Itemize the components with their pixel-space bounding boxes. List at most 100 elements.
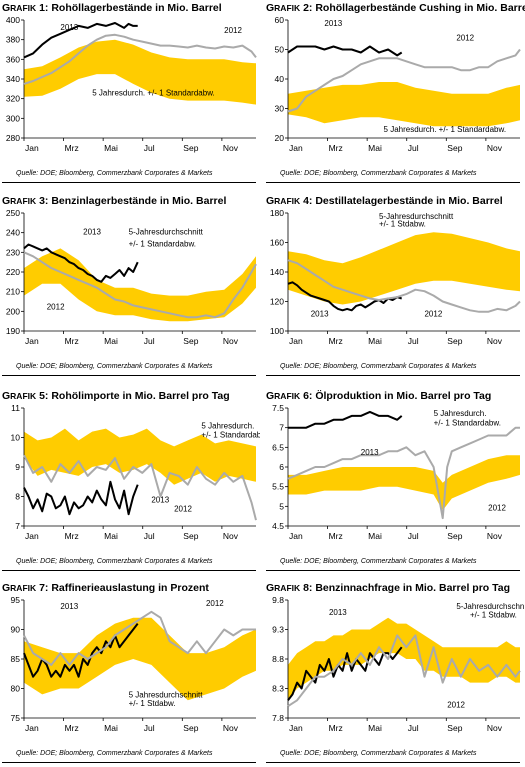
annotation-label: 2013 [151, 495, 169, 504]
x-tick-label: Sep [447, 336, 462, 346]
x-tick-label: Jan [25, 143, 39, 153]
y-tick-label: 9.3 [272, 625, 284, 635]
y-tick-label: 6.5 [272, 442, 284, 452]
chart-number: 7: [36, 582, 52, 594]
x-tick-label: Jan [289, 336, 303, 346]
annotation-label: +/- 1 Stdabw. [129, 699, 176, 708]
chart-panel-3: GRAFIK 3: Benzinlagerbestände in Mio. Ba… [2, 195, 260, 380]
y-tick-label: 40 [275, 74, 285, 84]
chart-title: GRAFIK 8: Benzinnachfrage in Mio. Barrel… [266, 582, 510, 594]
y-tick-label: 8.8 [272, 654, 284, 664]
chart-panel-5: GRAFIK 5: Rohölimporte in Mio. Barrel pr… [2, 390, 260, 575]
y-tick-label: 20 [275, 133, 285, 143]
series-line-2012 [287, 259, 521, 313]
x-tick-label: Jul [144, 723, 155, 733]
x-tick-label: Jul [144, 143, 155, 153]
chart-svg: 4.5 5 5.5 6 6.5 7 7.5 Jan Mrz Mai Jul Sep Nov 2013 201… [272, 403, 520, 541]
series-line-2013 [23, 243, 139, 283]
x-tick-label: Nov [223, 143, 239, 153]
series-line-2013 [288, 410, 403, 429]
separator [2, 762, 256, 763]
grafik-rest: RAFIK [274, 3, 301, 13]
x-tick-label: Mrz [65, 143, 79, 153]
y-tick-label: 5 [279, 501, 284, 511]
separator [266, 570, 520, 571]
grafik-rest: RAFIK [10, 196, 37, 206]
annotation-label: 5 Jahresdurch. [201, 422, 254, 431]
y-tick-label: 10 [11, 433, 21, 443]
annotation-label: 5 Jahresdurch. [434, 409, 487, 418]
chart-svg: 75 80 85 90 95 Jan Mrz Mai Jul Sep Nov 2013 2012 5 Ja… [11, 595, 256, 733]
source-note: Quelle: DOE; Bloomberg, Commerzbank Corp… [280, 750, 477, 757]
chart-title-text: Rohöllagerbestände in Mio. Barrel [51, 2, 222, 14]
std-band [288, 232, 520, 305]
x-tick-label: Sep [183, 336, 198, 346]
separator [266, 375, 520, 376]
x-tick-label: Mrz [329, 143, 343, 153]
x-tick-label: Jul [408, 143, 419, 153]
chart-number: 4: [300, 195, 316, 207]
std-band [24, 617, 256, 701]
y-tick-label: 300 [6, 113, 20, 123]
annotation-label: 2012 [47, 302, 65, 311]
y-tick-label: 100 [270, 326, 284, 336]
series-line-2013 [23, 480, 139, 516]
annotation-label: 2013 [83, 228, 101, 237]
x-tick-label: Nov [223, 531, 239, 541]
y-tick-label: 160 [270, 238, 284, 248]
grafik-rest: RAFIK [274, 196, 301, 206]
grafik-rest: RAFIK [274, 583, 301, 593]
separator [2, 375, 256, 376]
x-tick-label: Mai [104, 143, 118, 153]
grafik-initial: G [2, 582, 11, 594]
grafik-rest: RAFIK [274, 391, 301, 401]
x-tick-label: Mai [104, 723, 118, 733]
x-tick-label: Mai [368, 531, 382, 541]
chart-title: GRAFIK 6: Ölproduktion in Mio. Barrel pr… [266, 390, 491, 402]
x-tick-label: Mrz [65, 531, 79, 541]
x-tick-label: Mai [368, 143, 382, 153]
y-tick-label: 80 [11, 684, 21, 694]
x-tick-label: Mrz [329, 336, 343, 346]
source-note: Quelle: DOE; Bloomberg, Commerzbank Corp… [280, 170, 477, 177]
series-line-2013 [287, 646, 403, 701]
chart-panel-4: GRAFIK 4: Destillatelagerbestände in Mio… [266, 195, 524, 380]
y-tick-label: 85 [11, 654, 21, 664]
annotation-label: 2013 [60, 23, 78, 32]
grafik-initial: G [266, 390, 275, 402]
annotation-label: 5-Jahresdurchschnitt [379, 212, 454, 221]
source-note: Quelle: DOE; Bloomberg, Commerzbank Corp… [16, 170, 213, 177]
chart-title: GRAFIK 5: Rohölimporte in Mio. Barrel pr… [2, 390, 230, 402]
x-tick-label: Sep [447, 531, 462, 541]
x-tick-label: Jan [25, 723, 39, 733]
chart-svg: 7 8 9 10 11 Jan Mrz Mai Jul Sep Nov 2013 2012 5 Jahre… [11, 403, 260, 541]
chart-svg: 20 30 40 50 60 Jan Mrz Mai Jul Sep Nov 2013 2012 5 Ja… [275, 15, 521, 153]
annotation-label: 2012 [424, 309, 442, 318]
y-tick-label: 7 [15, 521, 20, 531]
annotation-label: +/- 1 Standardabw. [129, 239, 196, 248]
y-tick-label: 9.8 [272, 595, 284, 605]
y-tick-label: 400 [6, 15, 20, 25]
std-band [24, 428, 256, 485]
y-tick-label: 380 [6, 35, 20, 45]
x-tick-label: Jul [144, 531, 155, 541]
chart-panel-7: GRAFIK 7: Raffinerieauslastung in Prozen… [2, 582, 260, 767]
annotation-label: 5 Jahresdurchschnitt [129, 690, 204, 699]
series-line-2012 [23, 610, 256, 666]
annotation-label: 2012 [488, 503, 506, 512]
x-tick-label: Mrz [65, 723, 79, 733]
chart-title-text: Benzinlagerbestände in Mio. Barrel [51, 195, 227, 207]
y-tick-label: 190 [6, 326, 20, 336]
chart-number: 1: [36, 2, 52, 14]
chart-svg: 100 120 140 160 180 Jan Mrz Mai Jul Sep Nov 2013 201… [270, 208, 521, 346]
chart-panel-6: GRAFIK 6: Ölproduktion in Mio. Barrel pr… [266, 390, 524, 575]
y-tick-label: 9 [15, 462, 20, 472]
series-line-2012 [287, 426, 520, 520]
x-tick-label: Mrz [65, 336, 79, 346]
y-tick-label: 11 [11, 403, 20, 413]
grafik-initial: G [2, 2, 11, 14]
chart-number: 6: [300, 390, 316, 402]
separator [266, 762, 520, 763]
x-tick-label: Mrz [329, 531, 343, 541]
y-tick-label: 4.5 [272, 521, 284, 531]
